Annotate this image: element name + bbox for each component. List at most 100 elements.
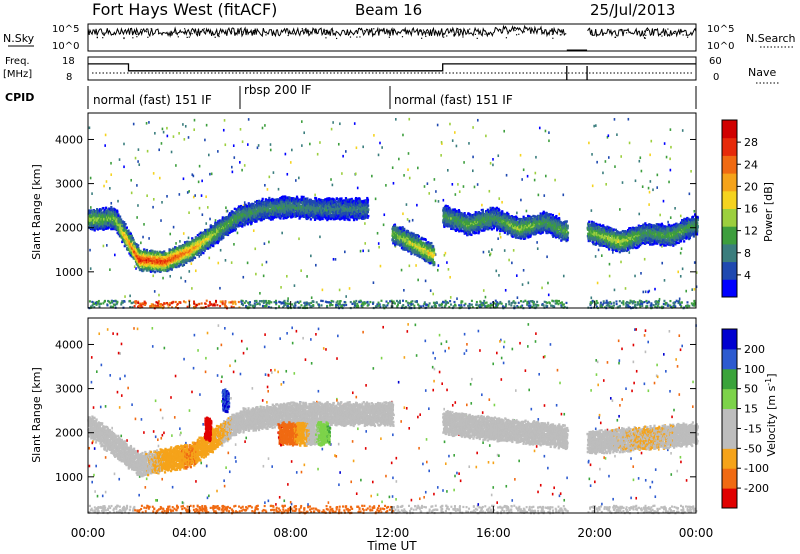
- heatmap-cell: [680, 215, 682, 218]
- heatmap-cell: [209, 173, 211, 176]
- heatmap-cell: [103, 245, 105, 248]
- heatmap-cell: [597, 282, 599, 285]
- heatmap-cell: [443, 199, 445, 202]
- noise-search-point: [325, 37, 326, 38]
- freq-tick-low: 8: [66, 72, 72, 83]
- heatmap-cell: [497, 237, 499, 240]
- noise-search-point: [184, 28, 185, 29]
- noise-search-point: [231, 31, 232, 32]
- heatmap-cell: [565, 302, 567, 304]
- heatmap-cell: [629, 142, 631, 145]
- heatmap-cell: [319, 236, 321, 239]
- heatmap-cell: [267, 188, 269, 191]
- heatmap-cell: [194, 194, 196, 197]
- heatmap-cell: [138, 305, 140, 307]
- heatmap-cell: [558, 213, 560, 216]
- heatmap-cell: [208, 154, 210, 157]
- heatmap-cell: [456, 145, 458, 148]
- heatmap-cell: [608, 302, 610, 304]
- heatmap-cell: [452, 183, 454, 186]
- noise-search-point: [141, 29, 142, 30]
- heatmap-cell: [398, 158, 400, 161]
- heatmap-cell: [612, 251, 614, 254]
- heatmap-cell: [106, 244, 108, 247]
- heatmap-cell: [235, 228, 237, 230]
- heatmap-cell: [278, 188, 280, 191]
- heatmap-cell: [657, 303, 659, 305]
- heatmap-cell: [130, 233, 132, 235]
- heatmap-cell: [620, 261, 622, 264]
- heatmap-cell: [188, 211, 190, 214]
- heatmap-cell: [175, 242, 177, 245]
- heatmap-cell: [103, 301, 105, 303]
- heatmap-cell: [691, 302, 693, 304]
- noise-search-point: [325, 30, 326, 31]
- noise-search-point: [356, 37, 357, 38]
- heatmap-cell: [240, 301, 242, 303]
- heatmap-cell: [188, 237, 190, 240]
- noise-search-point: [655, 29, 656, 30]
- heatmap-cell: [498, 274, 500, 277]
- heatmap-cell: [596, 161, 598, 164]
- noise-search-point: [349, 32, 350, 33]
- heatmap-cell: [672, 302, 674, 304]
- noise-search-point: [359, 36, 360, 37]
- heatmap-cell: [205, 222, 207, 225]
- heatmap-cell: [183, 264, 185, 266]
- heatmap-cell: [193, 128, 195, 131]
- noise-search-point: [446, 35, 447, 36]
- heatmap-cell: [463, 304, 465, 306]
- heatmap-cell: [280, 286, 282, 289]
- heatmap-cell: [444, 304, 446, 306]
- heatmap-cell: [338, 303, 340, 305]
- heatmap-cell: [269, 176, 271, 179]
- heatmap-cell: [241, 169, 243, 172]
- heatmap-cell: [645, 300, 647, 302]
- heatmap-cell: [668, 181, 670, 184]
- heatmap-cell: [693, 305, 695, 307]
- heatmap-cell: [645, 290, 647, 293]
- heatmap-cell: [111, 300, 113, 302]
- noise-search-point: [97, 37, 98, 38]
- heatmap-cell: [178, 260, 180, 262]
- heatmap-cell: [105, 207, 107, 209]
- heatmap-cell: [628, 251, 630, 254]
- heatmap-cell: [533, 301, 535, 303]
- heatmap-cell: [402, 304, 404, 306]
- heatmap-cell: [261, 300, 263, 302]
- heatmap-cell: [138, 163, 140, 166]
- heatmap-cell: [545, 305, 547, 307]
- heatmap-cell: [601, 254, 603, 257]
- heatmap-cell: [369, 301, 371, 303]
- heatmap-cell: [434, 178, 436, 181]
- heatmap-cell: [492, 164, 494, 167]
- heatmap-cell: [483, 304, 485, 306]
- heatmap-cell: [501, 201, 503, 204]
- heatmap-cell: [154, 271, 156, 273]
- heatmap-cell: [442, 301, 444, 303]
- noise-search-point: [641, 35, 642, 36]
- heatmap-cell: [208, 257, 210, 260]
- heatmap-cell: [93, 302, 95, 304]
- heatmap-cell: [173, 135, 175, 138]
- heatmap-cell: [389, 300, 391, 302]
- heatmap-cell: [402, 134, 404, 137]
- heatmap-cell: [444, 254, 446, 257]
- noise-search-point: [136, 36, 137, 37]
- heatmap-cell: [355, 173, 357, 176]
- heatmap-cell: [677, 301, 679, 303]
- heatmap-cell: [140, 242, 142, 245]
- noise-search-point: [192, 33, 193, 34]
- heatmap-cell: [169, 304, 171, 306]
- heatmap-cell: [453, 301, 455, 303]
- heatmap-cell: [670, 128, 672, 131]
- heatmap-cell: [554, 179, 556, 182]
- heatmap-cell: [676, 300, 678, 302]
- heatmap-cell: [194, 119, 196, 122]
- heatmap-cell: [634, 301, 636, 303]
- heatmap-cell: [213, 304, 215, 306]
- heatmap-cell: [428, 192, 430, 195]
- heatmap-cell: [556, 300, 558, 302]
- heatmap-cell: [205, 195, 207, 198]
- heatmap-cell: [406, 203, 408, 206]
